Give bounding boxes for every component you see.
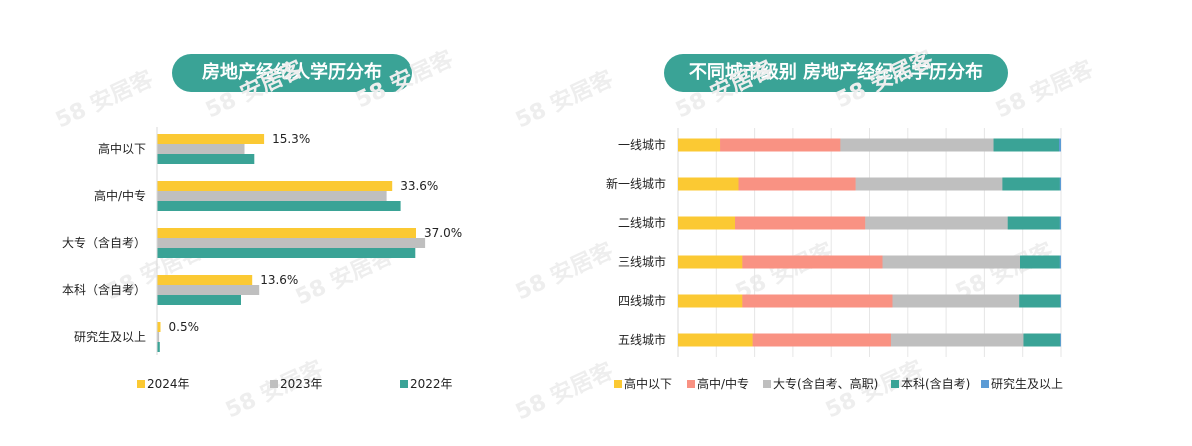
- bar-2: [157, 191, 387, 201]
- legend-label: 2024年: [147, 377, 190, 391]
- legend-swatch: [763, 380, 771, 388]
- data-label: 15.3%: [272, 132, 310, 146]
- stacked-segment-2: [720, 138, 841, 152]
- category-label: 高中/中专: [94, 188, 146, 203]
- stacked-segment-4: [1007, 216, 1060, 230]
- stacked-segment-1: [678, 177, 739, 191]
- data-label: 33.6%: [400, 179, 438, 193]
- category-label: 本科（含自考）: [62, 282, 146, 297]
- watermark-text: 58 安居客: [512, 65, 618, 133]
- category-label: 研究生及以上: [74, 329, 146, 344]
- stacked-segment-1: [678, 138, 721, 152]
- stacked-segment-5: [1059, 216, 1061, 230]
- left-chart-title: 房地产经纪人学历分布: [172, 54, 412, 92]
- stacked-segment-3: [882, 255, 1021, 269]
- legend-swatch: [981, 380, 989, 388]
- stacked-segment-5: [1059, 138, 1061, 152]
- category-label: 大专（含自考）: [62, 235, 146, 250]
- stacked-segment-3: [855, 177, 1003, 191]
- legend-label: 高中以下: [624, 376, 672, 391]
- legend-swatch: [614, 380, 622, 388]
- category-label: 五线城市: [618, 332, 666, 347]
- stacked-segment-1: [678, 216, 736, 230]
- legend-label: 大专(含自考、高职): [773, 376, 878, 391]
- stacked-segment-4: [1020, 255, 1060, 269]
- legend-label: 本科(含自考): [901, 376, 970, 391]
- stacked-segment-2: [752, 333, 891, 347]
- bar-3: [157, 201, 401, 211]
- bar-1: [157, 275, 253, 285]
- stacked-segment-4: [1019, 294, 1061, 308]
- stacked-segment-4: [1023, 333, 1061, 347]
- legend-label: 2023年: [280, 377, 323, 391]
- bar-2: [157, 238, 426, 248]
- legend-swatch: [137, 380, 145, 388]
- watermark-text: 58 安居客: [992, 55, 1098, 123]
- legend-swatch: [687, 380, 695, 388]
- stacked-segment-1: [678, 255, 743, 269]
- category-label: 二线城市: [618, 215, 666, 230]
- category-label: 一线城市: [618, 137, 666, 152]
- stacked-segment-2: [735, 216, 866, 230]
- stacked-segment-1: [678, 333, 753, 347]
- legend-label: 2022年: [410, 377, 453, 391]
- data-label: 37.0%: [424, 226, 462, 240]
- bar-1: [157, 228, 416, 238]
- legend-swatch: [891, 380, 899, 388]
- watermark-text: 58 安居客: [202, 55, 308, 123]
- stacked-segment-3: [865, 216, 1008, 230]
- stacked-segment-3: [840, 138, 994, 152]
- category-label: 高中以下: [98, 141, 146, 156]
- bar-1: [157, 134, 265, 144]
- stacked-segment-1: [678, 294, 743, 308]
- stacked-segment-2: [738, 177, 856, 191]
- category-label: 三线城市: [618, 254, 666, 269]
- data-label: 0.5%: [169, 320, 200, 334]
- stacked-segment-2: [742, 294, 893, 308]
- stacked-segment-3: [892, 294, 1020, 308]
- bar-2: [157, 285, 260, 295]
- bar-3: [157, 154, 255, 164]
- data-label: 13.6%: [260, 273, 298, 287]
- watermark-text: 58 安居客: [352, 45, 458, 113]
- legend-label: 研究生及以上: [991, 376, 1063, 391]
- bar-2: [157, 332, 160, 342]
- category-label: 四线城市: [618, 293, 666, 308]
- watermark-text: 58 安居客: [832, 45, 938, 113]
- stacked-segment-3: [890, 333, 1024, 347]
- watermark-text: 58 安居客: [672, 55, 778, 123]
- watermark-text: 58 安居客: [52, 65, 158, 133]
- right-chart-title: 不同城市级别 房地产经纪人学历分布: [664, 54, 1008, 92]
- stacked-segment-5: [1059, 177, 1061, 191]
- bar-1: [157, 322, 161, 332]
- bar-3: [157, 342, 160, 352]
- legend-swatch: [270, 380, 278, 388]
- bar-1: [157, 181, 393, 191]
- bar-3: [157, 295, 241, 305]
- stacked-segment-4: [993, 138, 1060, 152]
- watermark-text: 58 安居客: [512, 237, 618, 305]
- legend-label: 高中/中专: [697, 376, 749, 391]
- category-label: 新一线城市: [606, 176, 666, 191]
- legend-swatch: [400, 380, 408, 388]
- watermark-text: 58 安居客: [512, 357, 618, 425]
- stacked-segment-4: [1002, 177, 1060, 191]
- stacked-segment-2: [742, 255, 883, 269]
- stacked-segment-5: [1060, 294, 1061, 308]
- stacked-segment-5: [1060, 333, 1061, 347]
- bar-2: [157, 144, 245, 154]
- stacked-segment-5: [1059, 255, 1061, 269]
- bar-3: [157, 248, 416, 258]
